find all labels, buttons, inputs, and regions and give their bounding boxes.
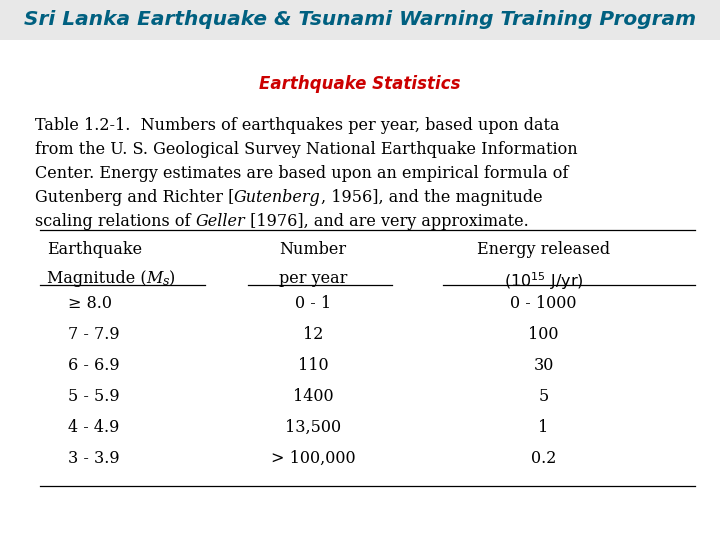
Text: 0 - 1000: 0 - 1000	[510, 295, 577, 312]
Text: 3 - 3.9: 3 - 3.9	[68, 450, 120, 467]
Text: Gutenberg: Gutenberg	[234, 190, 320, 206]
Text: 1400: 1400	[293, 388, 333, 405]
Text: 30: 30	[534, 357, 554, 374]
Text: 6 - 6.9: 6 - 6.9	[68, 357, 120, 374]
Text: M: M	[146, 270, 163, 287]
Text: 7 - 7.9: 7 - 7.9	[68, 326, 120, 343]
Text: Energy released: Energy released	[477, 241, 610, 258]
Text: Table 1.2-1.  Numbers of earthquakes per year, based upon data: Table 1.2-1. Numbers of earthquakes per …	[35, 118, 559, 134]
Text: > 100,000: > 100,000	[271, 450, 356, 467]
Text: from the U. S. Geological Survey National Earthquake Information: from the U. S. Geological Survey Nationa…	[35, 141, 577, 158]
Text: per year: per year	[279, 270, 347, 287]
Text: [1976], and are very approximate.: [1976], and are very approximate.	[245, 213, 528, 231]
Text: Center. Energy estimates are based upon an empirical formula of: Center. Energy estimates are based upon …	[35, 165, 568, 183]
Text: Magnitude (: Magnitude (	[47, 270, 146, 287]
Text: 0 - 1: 0 - 1	[295, 295, 331, 312]
Text: 0.2: 0.2	[531, 450, 557, 467]
Text: , 1956], and the magnitude: , 1956], and the magnitude	[320, 190, 542, 206]
Text: $(10^{15}\ \mathrm{J/yr})$: $(10^{15}\ \mathrm{J/yr})$	[504, 270, 583, 292]
Text: ): )	[169, 270, 176, 287]
Text: ≥ 8.0: ≥ 8.0	[68, 295, 112, 312]
Text: Gutenberg and Richter [: Gutenberg and Richter [	[35, 190, 234, 206]
Text: Geller: Geller	[195, 213, 245, 231]
Text: scaling relations of: scaling relations of	[35, 213, 195, 231]
Text: Number: Number	[279, 241, 347, 258]
Text: 5: 5	[539, 388, 549, 405]
Text: 13,500: 13,500	[285, 419, 341, 436]
Text: 4 - 4.9: 4 - 4.9	[68, 419, 120, 436]
Text: 110: 110	[298, 357, 328, 374]
Text: Earthquake Statistics: Earthquake Statistics	[259, 75, 461, 93]
Text: s: s	[163, 275, 169, 288]
Text: Earthquake: Earthquake	[47, 241, 142, 258]
Text: Sri Lanka Earthquake & Tsunami Warning Training Program: Sri Lanka Earthquake & Tsunami Warning T…	[24, 10, 696, 30]
Text: 100: 100	[528, 326, 559, 343]
Text: 5 - 5.9: 5 - 5.9	[68, 388, 120, 405]
Text: 1: 1	[539, 419, 549, 436]
Text: 12: 12	[303, 326, 323, 343]
